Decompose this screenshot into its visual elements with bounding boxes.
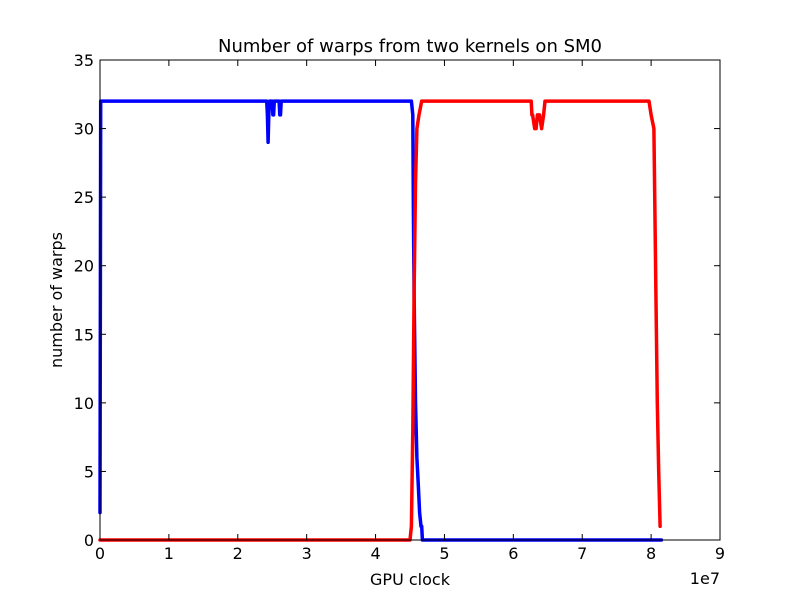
x-tick-label: 3 [302, 544, 312, 563]
y-tick-label: 35 [74, 51, 94, 70]
x-tick-label: 7 [577, 544, 587, 563]
x-axis-label: GPU clock [370, 570, 451, 589]
x-tick-label: 0 [95, 544, 105, 563]
plot-frame [99, 59, 721, 541]
y-tick-label: 15 [74, 325, 94, 344]
y-axis-label: number of warps [47, 232, 66, 368]
series-line-2 [98, 99, 662, 542]
y-tick-label: 30 [74, 120, 94, 139]
x-tick-label: 1 [164, 544, 174, 563]
y-tick-label: 5 [84, 462, 94, 481]
y-tick-label: 0 [84, 531, 94, 550]
x-tick-label: 9 [715, 544, 725, 563]
chart-title: Number of warps from two kernels on SM0 [218, 36, 602, 57]
series-line-1 [98, 99, 664, 542]
x-axis-offset-label: 1e7 [690, 569, 720, 588]
x-tick-label: 4 [370, 544, 380, 563]
y-tick-label: 25 [74, 188, 94, 207]
x-tick-label: 2 [233, 544, 243, 563]
y-tick-label: 10 [74, 394, 94, 413]
y-tick-label: 20 [74, 257, 94, 276]
x-tick-label: 5 [439, 544, 449, 563]
x-tick-label: 6 [508, 544, 518, 563]
x-tick-label: 8 [646, 544, 656, 563]
plot-area: 0 1 2 3 4 5 6 7 8 9 0 5 10 15 20 25 30 35 [74, 51, 725, 563]
